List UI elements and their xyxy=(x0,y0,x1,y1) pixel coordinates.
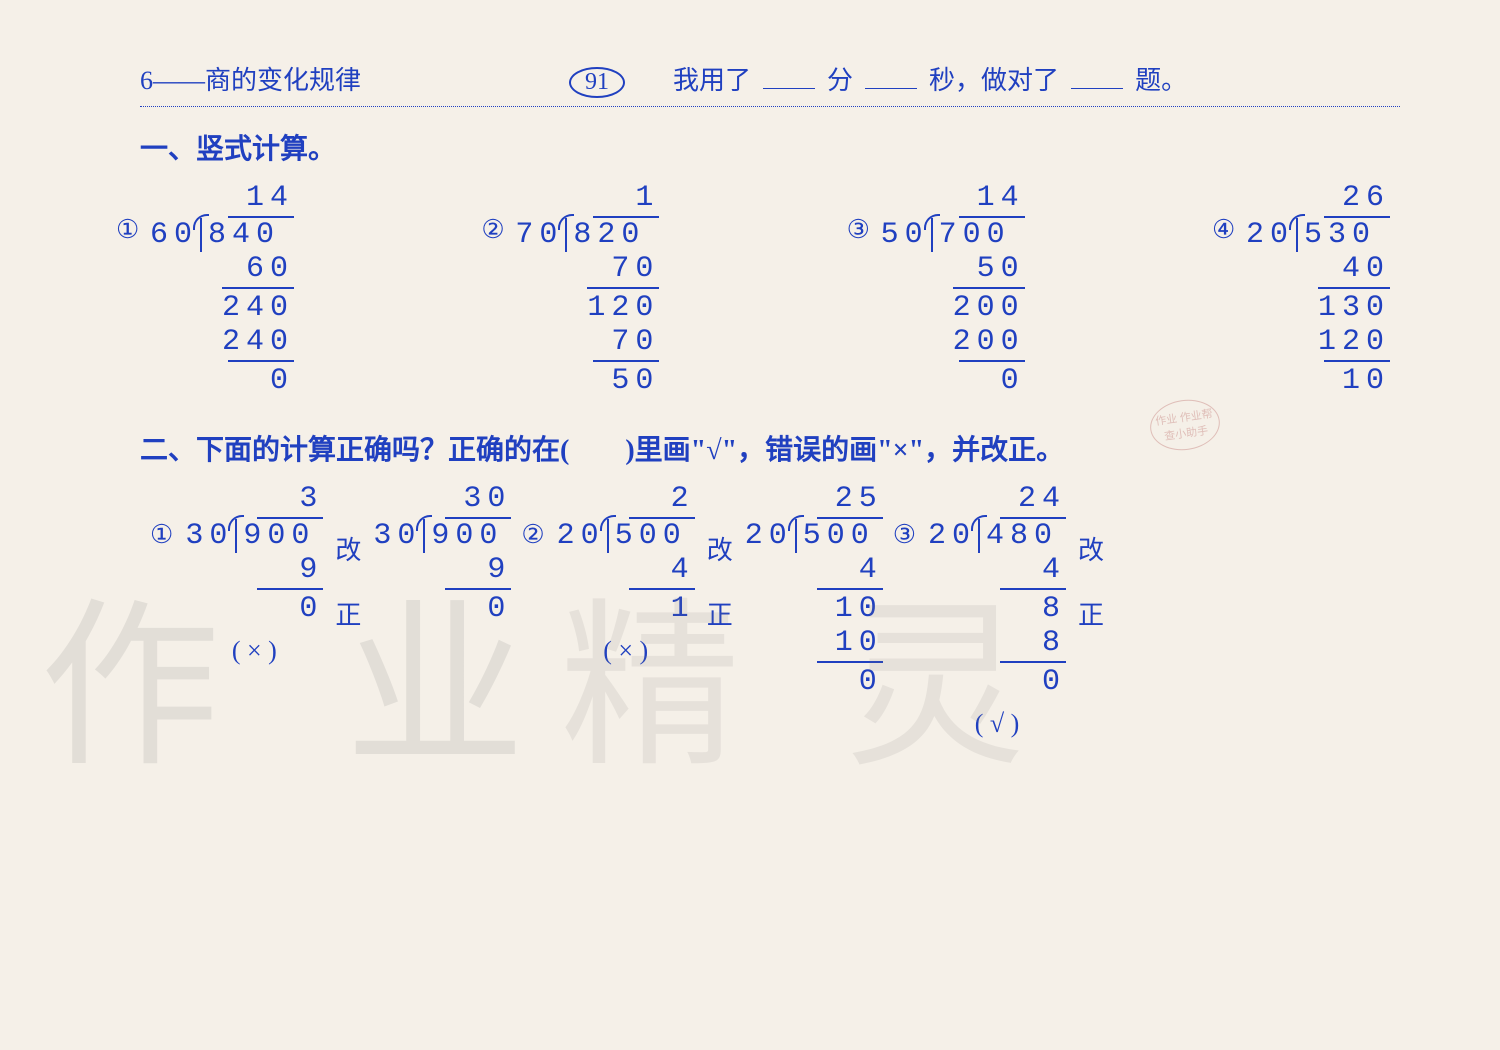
long-division: 50 145070050 5050 20050 20050 0 xyxy=(881,181,1025,398)
s1-problem: ③50 145070050 5050 20050 20050 0 xyxy=(881,181,1025,398)
corrected-work: 30 303090030 930 0 xyxy=(373,482,511,626)
minute-label: 分 xyxy=(827,60,853,97)
problem-number-icon: ② xyxy=(481,215,504,245)
section1-title: 一、竖式计算。 xyxy=(140,127,1400,167)
original-work: 30 33090030 930 0 ( × ) xyxy=(185,482,323,666)
answer-mark: ( √ ) xyxy=(928,709,1066,739)
suffix-label: 题。 xyxy=(1135,60,1187,97)
s2-problem: ① 30 33090030 930 0 ( × ) 改正30 303090030 93… xyxy=(150,482,511,666)
section2-title: 二、下面的计算正确吗？正确的在( )里画"√"，错误的画"×"，并改正。 xyxy=(140,428,1400,468)
long-division: 20 262053020 4020 13020 12020 10 xyxy=(1246,181,1390,398)
problem-number-icon: ③ xyxy=(847,215,870,245)
problem-number-icon: ② xyxy=(521,520,544,550)
timer-prefix: 我用了 xyxy=(673,60,751,97)
original-work: 20 22050020 420 1 ( × ) xyxy=(557,482,695,666)
long-division: 20 252050020 420 1020 1020 0 xyxy=(745,482,883,699)
problem-number-icon: ④ xyxy=(1212,215,1235,245)
correction-label: 改正 xyxy=(335,530,361,632)
s2-problem: ② 20 22050020 420 1 ( × ) 改正20 252050020 42… xyxy=(521,482,882,699)
page-number-circle: 91 xyxy=(569,67,625,98)
long-division: 60 146084060 6060 24060 24060 0 xyxy=(150,181,294,398)
s1-problem: ①60 146084060 6060 24060 24060 0 xyxy=(150,181,294,398)
long-division: 30 303090030 930 0 xyxy=(373,482,511,626)
original-work: 20 242048020 420 820 820 0 ( √ ) xyxy=(928,482,1066,739)
long-division: 70 17082070 7070 12070 7070 50 xyxy=(515,181,659,398)
correction-label: 改正 xyxy=(707,530,733,632)
page-header: 6——商的变化规律 91 我用了 分 秒，做对了 题。 xyxy=(140,60,1400,98)
s1-problem: ④20 262053020 4020 13020 12020 10 xyxy=(1246,181,1390,398)
correction-label: 改正 xyxy=(1078,530,1104,632)
section2-problems-row: ①30 33090030 930 0( × )改正30 303090030 93… xyxy=(140,482,1400,739)
problem-number-icon: ① xyxy=(116,215,139,245)
blank-minutes[interactable] xyxy=(763,60,815,89)
s2-problem: ③ 20 242048020 420 820 820 0 ( √ ) 改正 xyxy=(893,482,1104,739)
answer-mark: ( × ) xyxy=(185,636,323,666)
long-division: 20 242048020 420 820 820 0 xyxy=(928,482,1066,699)
answer-mark: ( × ) xyxy=(557,636,695,666)
section1-problems-row: ①60 146084060 6060 24060 24060 0②70 1708… xyxy=(140,181,1400,398)
long-division: 30 33090030 930 0 xyxy=(185,482,323,626)
chapter-title: 6——商的变化规律 xyxy=(140,60,361,97)
header-divider xyxy=(140,106,1400,107)
corrected-work: 20 252050020 420 1020 1020 0 xyxy=(745,482,883,699)
long-division: 20 22050020 420 1 xyxy=(557,482,695,626)
problem-number-icon: ① xyxy=(150,520,173,550)
problem-number-icon: ③ xyxy=(893,520,916,550)
blank-correct-count[interactable] xyxy=(1071,60,1123,89)
blank-seconds[interactable] xyxy=(865,60,917,89)
second-label: 秒，做对了 xyxy=(929,60,1059,97)
s1-problem: ②70 17082070 7070 12070 7070 50 xyxy=(515,181,659,398)
